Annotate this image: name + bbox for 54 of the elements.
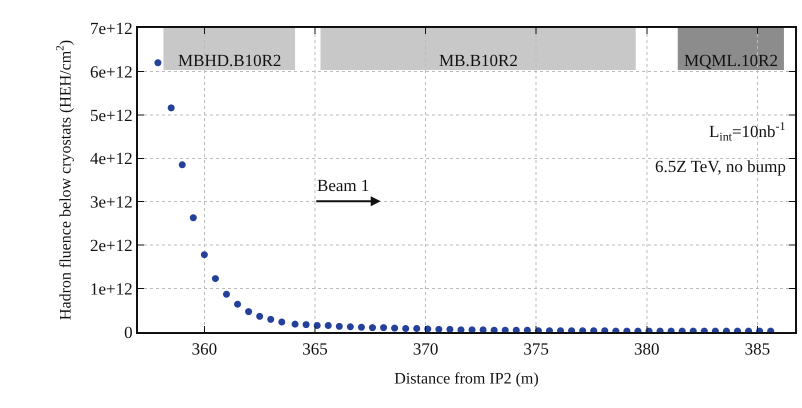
point xyxy=(435,326,442,332)
point xyxy=(490,326,498,332)
annotation: L$_{int}$=10nb$^{-1}$ xyxy=(709,119,786,144)
annotation: 6.5Z TeV, no bump xyxy=(655,157,786,176)
point xyxy=(468,326,476,332)
annotation: Beam 1 xyxy=(317,176,370,195)
point xyxy=(178,161,186,168)
point xyxy=(336,322,343,330)
x-axis-title: Distance from IP2 (m) xyxy=(394,370,539,388)
point xyxy=(292,320,299,328)
y-tick-label: 4e+12 xyxy=(90,149,133,168)
point xyxy=(168,104,175,112)
point xyxy=(502,326,509,332)
y-tick-label: 3e+12 xyxy=(90,192,133,212)
point xyxy=(256,312,264,320)
point xyxy=(380,324,388,332)
y-tick-label: 7e+12 xyxy=(90,18,133,38)
point xyxy=(302,321,310,328)
y-tick-label: 2e+12 xyxy=(90,236,133,256)
point xyxy=(190,214,197,222)
x-tick-label: 370 xyxy=(412,339,438,358)
point xyxy=(278,318,286,326)
point xyxy=(245,308,252,316)
point xyxy=(524,326,531,332)
point xyxy=(314,322,321,329)
point xyxy=(324,322,332,329)
x-tick-label: 375 xyxy=(523,339,549,358)
point xyxy=(413,325,420,332)
point xyxy=(267,316,274,323)
band-label: MBHD.B10R2 xyxy=(178,51,282,70)
point xyxy=(358,324,365,331)
point xyxy=(200,251,208,258)
point xyxy=(402,325,410,332)
point xyxy=(346,323,354,330)
point xyxy=(212,275,219,282)
point xyxy=(154,59,162,66)
point xyxy=(512,326,520,332)
x-tick-label: 380 xyxy=(634,339,660,358)
point xyxy=(234,300,242,308)
y-tick-label: 1e+12 xyxy=(90,280,133,299)
point xyxy=(222,290,230,298)
y-tick-label: 6e+12 xyxy=(90,62,133,82)
point xyxy=(457,326,464,332)
point xyxy=(480,326,487,332)
point xyxy=(368,324,376,332)
y-tick-label: 5e+12 xyxy=(90,106,133,125)
point xyxy=(446,326,454,332)
band-label: MQML.10R2 xyxy=(684,51,778,70)
point xyxy=(391,324,398,332)
y-tick-label: 0 xyxy=(124,322,133,342)
x-tick-label: 365 xyxy=(302,339,328,358)
band-label: MB.B10R2 xyxy=(439,51,518,70)
x-tick-label: 360 xyxy=(192,339,218,358)
x-tick-label: 385 xyxy=(744,339,770,358)
